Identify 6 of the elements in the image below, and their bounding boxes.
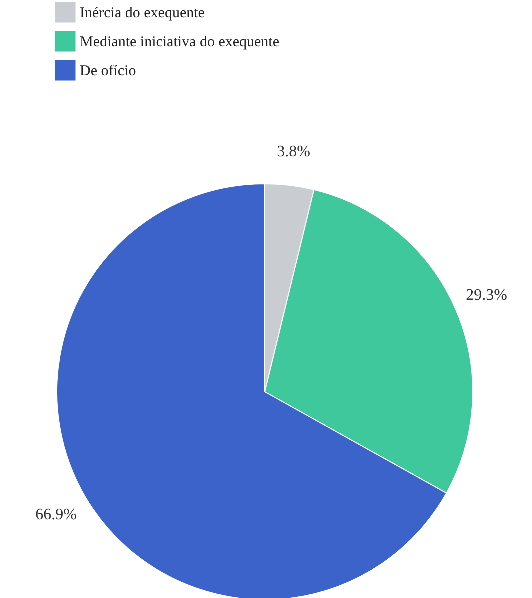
data-label: 66.9% — [36, 506, 77, 524]
legend-label: De ofício — [80, 64, 136, 80]
data-label: 29.3% — [466, 287, 508, 304]
legend-label: Mediante iniciativa do exequente — [80, 34, 280, 50]
legend-label: Inércia do exequente — [80, 6, 206, 22]
data-label: 3.8% — [277, 144, 310, 161]
